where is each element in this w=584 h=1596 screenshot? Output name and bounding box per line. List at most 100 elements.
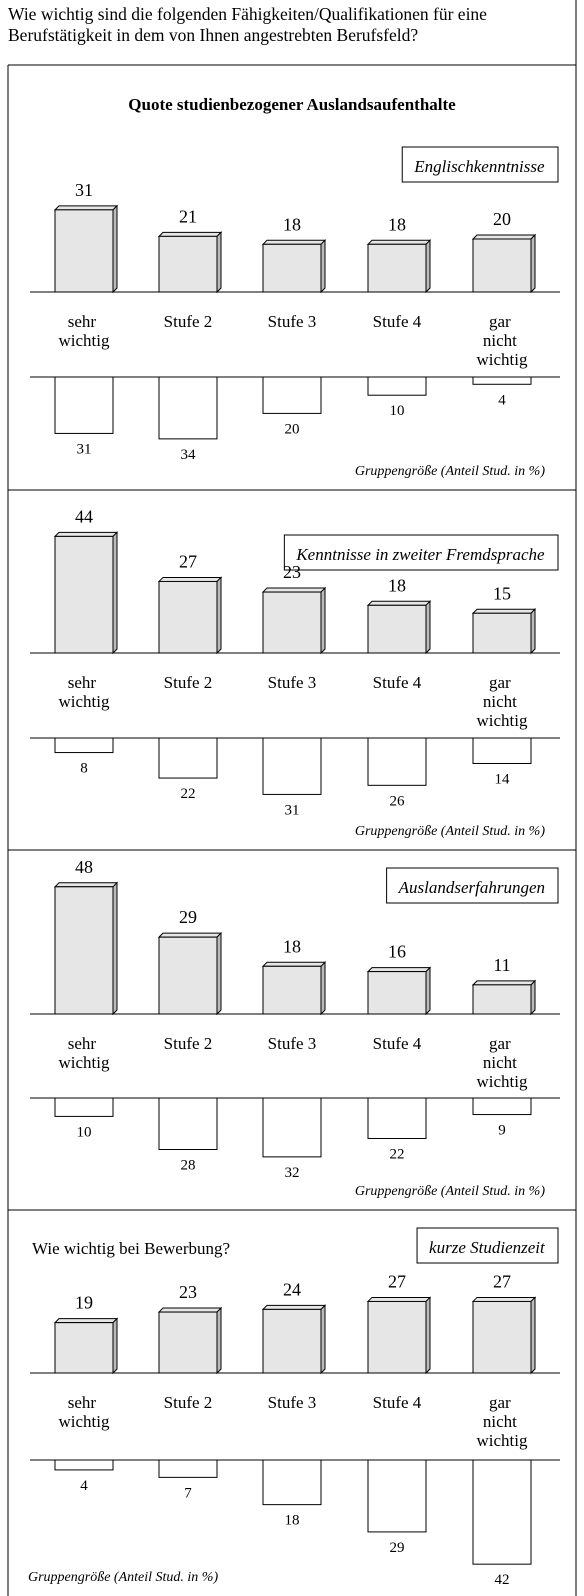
group-value-label: 22 <box>181 786 196 802</box>
bar-side <box>425 239 431 294</box>
bar-side <box>216 931 222 1016</box>
question: Wie wichtig sind die folgenden Fähigkeit… <box>8 4 487 45</box>
value-label: 11 <box>493 955 510 975</box>
bar-side <box>425 1296 431 1375</box>
group-bar <box>158 1097 218 1151</box>
bar-side <box>425 600 431 655</box>
bar <box>262 243 322 293</box>
bar-top <box>157 932 223 938</box>
group-value-label: 31 <box>77 441 92 457</box>
bar-side <box>216 1306 222 1375</box>
bar <box>158 936 218 1015</box>
bar-top <box>366 239 432 245</box>
bar-top <box>471 1296 537 1302</box>
bar-top <box>366 967 432 973</box>
label-box <box>416 1227 559 1264</box>
group-bar <box>54 1459 114 1471</box>
group-bar <box>472 1097 532 1116</box>
bar-side <box>112 1317 118 1375</box>
value-label: 48 <box>75 857 93 877</box>
group-value-label: 26 <box>390 793 406 809</box>
bar-side <box>425 966 431 1016</box>
group-bar <box>472 737 532 764</box>
bar <box>472 238 532 293</box>
group-bar <box>367 1097 427 1139</box>
group-bar <box>158 1459 218 1478</box>
group-label: Gruppengröße (Anteil Stud. in %) <box>28 1570 218 1585</box>
bar <box>367 243 427 293</box>
value-label: 21 <box>179 206 197 226</box>
group-value-label: 10 <box>390 403 405 419</box>
bar-side <box>320 239 326 294</box>
bar-top <box>261 1304 327 1310</box>
category-label: Stufe 2 <box>164 1034 213 1053</box>
bar <box>472 612 532 654</box>
bar <box>54 535 114 654</box>
panel-label: Englischkenntnisse <box>413 157 545 176</box>
value-label: 27 <box>493 1271 511 1291</box>
group-bar <box>262 737 322 795</box>
group-bar <box>158 737 218 779</box>
group-value-label: 32 <box>285 1165 300 1181</box>
group-value-label: 29 <box>390 1540 405 1556</box>
group-value-label: 22 <box>390 1146 405 1162</box>
value-label: 18 <box>388 214 406 234</box>
category-label: Stufe 4 <box>373 312 422 331</box>
bar-side <box>530 979 536 1016</box>
group-value-label: 10 <box>77 1124 92 1140</box>
value-label: 23 <box>179 1282 197 1302</box>
bar <box>367 604 427 654</box>
bar-top <box>53 205 119 211</box>
value-label: 16 <box>388 942 406 962</box>
bar-side <box>320 961 326 1016</box>
bar <box>158 580 218 654</box>
group-bar <box>367 376 427 396</box>
bar <box>54 886 114 1015</box>
bar-side <box>216 231 222 294</box>
category-label: Stufe 4 <box>373 673 422 692</box>
bar-top <box>261 587 327 593</box>
group-bar <box>472 1459 532 1565</box>
value-label: 31 <box>75 180 93 200</box>
bar-top <box>261 961 327 967</box>
bar <box>262 1308 322 1374</box>
group-label: Gruppengröße (Anteil Stud. in %) <box>355 464 545 479</box>
bar-top <box>366 1296 432 1302</box>
value-label: 18 <box>283 936 301 956</box>
panel-label: Kenntnisse in zweiter Fremdsprache <box>295 545 545 564</box>
category-label: gar nicht wichtig <box>477 1034 528 1091</box>
bar <box>472 1300 532 1374</box>
category-label: Stufe 3 <box>268 673 317 692</box>
chart-subtitle: Wie wichtig bei Bewerbung? <box>32 1239 230 1258</box>
bar-top <box>471 608 537 614</box>
bar-side <box>530 608 536 655</box>
value-label: 20 <box>493 209 511 229</box>
group-bar <box>367 1459 427 1533</box>
group-bar <box>54 376 114 434</box>
group-label: Gruppengröße (Anteil Stud. in %) <box>355 824 545 839</box>
group-bar <box>54 737 114 754</box>
bar-side <box>530 233 536 294</box>
group-value-label: 18 <box>285 1513 300 1529</box>
value-label: 15 <box>493 583 511 603</box>
group-value-label: 9 <box>498 1123 506 1139</box>
category-label: sehr wichtig <box>59 312 110 350</box>
group-bar <box>262 1459 322 1506</box>
label-box <box>283 534 559 571</box>
category-label: Stufe 3 <box>268 312 317 331</box>
group-value-label: 28 <box>181 1158 196 1174</box>
group-value-label: 4 <box>498 392 506 408</box>
group-value-label: 31 <box>285 802 300 818</box>
bar-side <box>112 881 118 1016</box>
group-bar <box>158 376 218 440</box>
category-label: Stufe 4 <box>373 1393 422 1412</box>
group-bar <box>262 1097 322 1158</box>
group-value-label: 42 <box>495 1572 510 1588</box>
bar-top <box>157 576 223 582</box>
group-value-label: 34 <box>181 447 197 463</box>
category-label: sehr wichtig <box>59 673 110 711</box>
group-value-label: 20 <box>285 421 300 437</box>
bar <box>262 965 322 1015</box>
